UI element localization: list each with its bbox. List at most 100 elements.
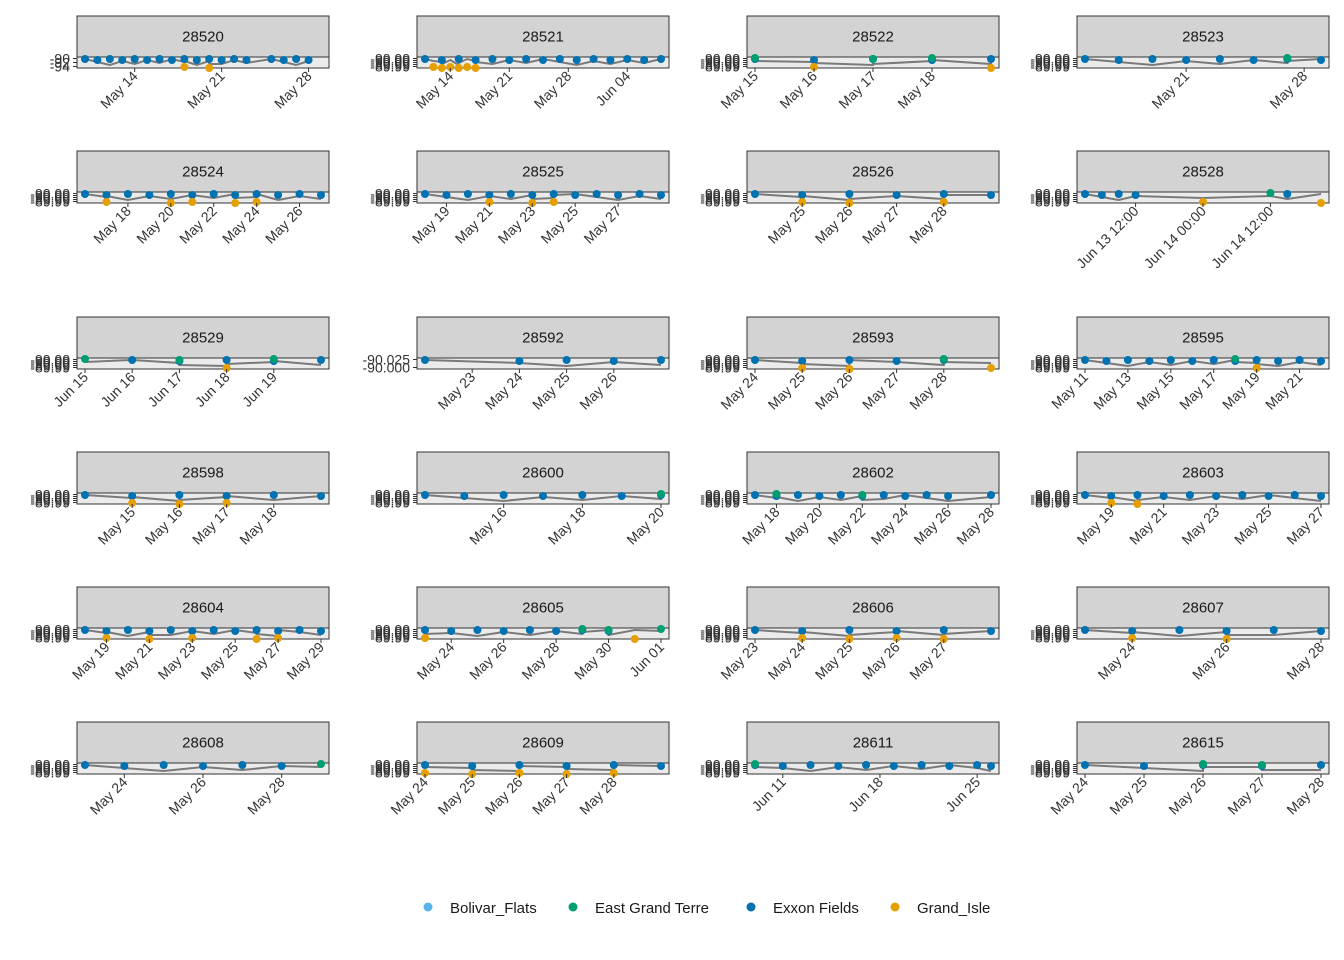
data-point-exxon-fields [1264, 492, 1273, 500]
y-tick-label: -89.99 [370, 57, 410, 73]
y-tick-label: -90.00 [700, 624, 740, 640]
x-tick-label: May 15 [95, 504, 139, 548]
y-tick-label: -90.00 [700, 51, 740, 67]
data-point-exxon-fields [1212, 492, 1221, 500]
data-point-grand-isle [609, 769, 618, 777]
data-point-exxon-fields [485, 191, 494, 199]
x-tick-label: May 23 [155, 639, 199, 683]
data-point-grand-isle [987, 64, 995, 72]
facet-strip [416, 451, 670, 494]
panel-background [76, 357, 330, 370]
data-point-exxon-fields [1114, 190, 1123, 198]
y-tick-label: -90.00 [370, 759, 410, 775]
y-tick-label: -90.00 [30, 624, 70, 640]
data-point-exxon-fields [421, 761, 429, 769]
data-point-exxon-fields [199, 762, 207, 770]
data-point-exxon-fields [192, 56, 201, 64]
data-point-east-grand-terre [772, 490, 781, 498]
data-point-exxon-fields [606, 56, 615, 64]
y-tick-label: -89.99 [30, 360, 70, 376]
facet-strip-label: 28600 [522, 465, 564, 482]
y-tick-label: -89.99 [700, 630, 740, 646]
y-tick-label: -90.00 [700, 759, 740, 775]
x-tick-label: May 17 [1176, 369, 1220, 413]
x-tick-label: May 13 [1090, 369, 1134, 413]
facet-strip [76, 150, 330, 193]
data-point-grand-isle [463, 63, 472, 71]
y-tick-label: -90.00 [370, 491, 410, 507]
data-point-exxon-fields [421, 55, 429, 63]
y-tick-label: -89.99 [700, 493, 740, 509]
facet-strip-label: 28520 [182, 29, 224, 46]
data-point-exxon-fields [1290, 491, 1299, 499]
y-tick-label: -90.00 [700, 489, 740, 505]
data-point-exxon-fields [222, 356, 231, 364]
data-point-exxon-fields [778, 762, 787, 770]
x-tick-label: May 25 [812, 639, 856, 683]
y-tick-label: -90.00 [700, 622, 740, 638]
data-point-exxon-fields [617, 492, 626, 500]
x-tick-label: May 25 [529, 369, 573, 413]
facet-strip-label: 28603 [1182, 465, 1224, 482]
x-tick-label: May 20 [133, 203, 177, 247]
y-tick-label: -89.99 [700, 194, 740, 210]
x-tick-label: May 24 [87, 774, 131, 818]
data-point-exxon-fields [1269, 626, 1278, 634]
x-tick-label: May 21 [1126, 504, 1170, 548]
facet-strip [416, 150, 670, 193]
data-point-exxon-fields [130, 55, 139, 63]
data-point-exxon-fields [879, 491, 888, 499]
data-point-grand-isle [274, 634, 283, 642]
data-point-exxon-fields [222, 492, 231, 500]
x-tick-label: May 24 [219, 203, 263, 247]
data-point-east-grand-terre [1283, 54, 1292, 62]
data-point-exxon-fields [1145, 357, 1154, 365]
data-point-exxon-fields [892, 191, 901, 199]
data-point-exxon-fields [555, 55, 564, 63]
data-point-east-grand-terre [81, 355, 89, 363]
data-point-exxon-fields [1283, 190, 1292, 198]
data-point-exxon-fields [93, 56, 102, 64]
data-point-exxon-fields [1249, 56, 1258, 64]
data-point-exxon-fields [901, 492, 910, 500]
legend-key-exxon-fields [746, 902, 756, 912]
facet-strip [76, 451, 330, 494]
y-tick-label: -90.025 [363, 352, 411, 368]
data-point-exxon-fields [277, 762, 286, 770]
legend-label: Grand_Isle [917, 900, 990, 917]
x-tick-label: Jun 14 12:00 [1208, 203, 1277, 272]
data-point-east-grand-terre [175, 356, 184, 364]
data-point-grand-isle [188, 634, 197, 642]
x-tick-label: Jun 14 00:00 [1141, 203, 1210, 272]
data-point-exxon-fields [793, 491, 802, 499]
data-point-exxon-fields [231, 191, 240, 199]
y-tick-label: -89.99 [1030, 495, 1070, 511]
y-tick-label: -90.00 [700, 55, 740, 71]
x-tick-label: May 26 [165, 774, 209, 818]
data-point-exxon-fields [295, 190, 304, 198]
data-point-exxon-fields [987, 627, 995, 635]
data-point-exxon-fields [155, 55, 164, 63]
movement-path [754, 763, 992, 773]
x-tick-label: Jun 18 [192, 369, 233, 410]
x-tick-label: May 27 [859, 203, 903, 247]
data-point-exxon-fields [463, 190, 472, 198]
x-tick-label: May 28 [271, 68, 315, 112]
movement-path [1084, 358, 1322, 368]
y-tick-label: -89.99 [30, 763, 70, 779]
y-tick-label: -90.00 [30, 757, 70, 773]
x-tick-label: May 19 [1074, 504, 1118, 548]
data-point-exxon-fields [123, 190, 132, 198]
data-point-exxon-fields [1123, 356, 1132, 364]
data-point-exxon-fields [102, 627, 111, 635]
x-tick-label: Jun 18 [845, 774, 886, 815]
data-point-exxon-fields [1140, 762, 1148, 770]
data-point-grand-isle [515, 769, 524, 777]
data-point-grand-isle [987, 364, 995, 372]
facet-strip [746, 451, 1000, 494]
data-point-exxon-fields [657, 762, 665, 770]
